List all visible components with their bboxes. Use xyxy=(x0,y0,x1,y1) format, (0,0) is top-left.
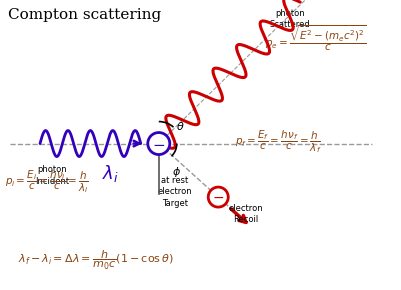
Text: Compton scattering: Compton scattering xyxy=(8,8,161,22)
Circle shape xyxy=(148,133,169,155)
Text: at rest: at rest xyxy=(161,176,188,185)
Text: Target: Target xyxy=(161,199,187,208)
Text: $\theta$: $\theta$ xyxy=(176,119,184,132)
Text: electron: electron xyxy=(157,187,192,196)
Text: photon: photon xyxy=(37,165,67,174)
Text: $-$: $-$ xyxy=(152,136,165,151)
Text: $-$: $-$ xyxy=(212,190,224,204)
Text: $p_e = \dfrac{\sqrt{E^2-(m_e c^2)^2}}{c}$: $p_e = \dfrac{\sqrt{E^2-(m_e c^2)^2}}{c}… xyxy=(264,23,366,53)
Text: Incident: Incident xyxy=(35,177,69,186)
Text: Recoil: Recoil xyxy=(233,215,258,224)
Text: $p_i = \dfrac{E_i}{c} = \dfrac{h\nu_i}{c} = \dfrac{h}{\lambda_i}$: $p_i = \dfrac{E_i}{c} = \dfrac{h\nu_i}{c… xyxy=(5,168,89,195)
Text: $\lambda_i$: $\lambda_i$ xyxy=(101,163,118,184)
Text: photon: photon xyxy=(275,9,304,18)
Text: Scattered: Scattered xyxy=(269,20,310,29)
Text: $p_f = \dfrac{E_f}{c} = \dfrac{h\nu_f}{c} = \dfrac{h}{\lambda_f}$: $p_f = \dfrac{E_f}{c} = \dfrac{h\nu_f}{c… xyxy=(235,128,321,155)
Text: $\phi$: $\phi$ xyxy=(172,164,181,179)
Circle shape xyxy=(208,187,228,207)
Text: electron: electron xyxy=(228,204,263,213)
Text: $\lambda_f - \lambda_i = \Delta\lambda = \dfrac{h}{m_0 c}(1-\cos\theta)$: $\lambda_f - \lambda_i = \Delta\lambda =… xyxy=(18,248,173,272)
